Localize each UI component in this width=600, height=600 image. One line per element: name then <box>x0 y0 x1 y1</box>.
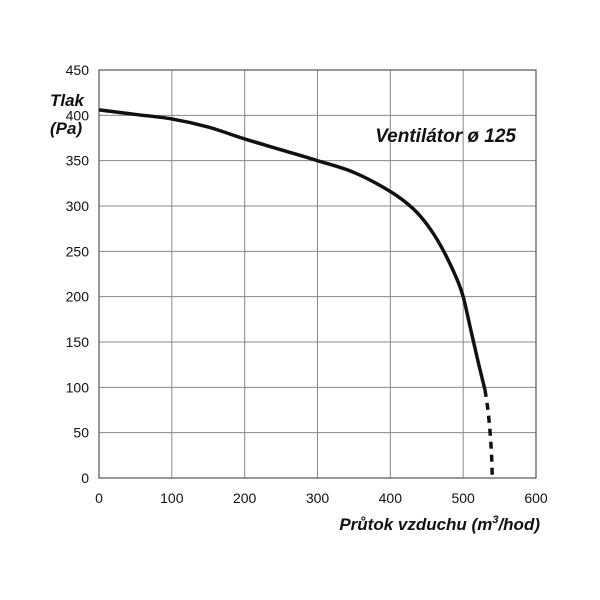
series <box>98 108 495 479</box>
y-tick-label: 450 <box>66 62 90 78</box>
y-tick-label: 150 <box>66 334 90 350</box>
chart-title: Ventilátor ø 125 <box>375 126 516 147</box>
tick-labels: 0 100 200 300 400 500 600 0 50 100 150 200 250 300 350… <box>66 62 548 506</box>
y-tick-label: 200 <box>66 289 90 305</box>
x-tick-label: 100 <box>160 490 184 506</box>
y-tick-label: 400 <box>66 107 90 123</box>
y-axis-title-line2: (Pa) <box>50 119 82 138</box>
y-tick-label: 250 <box>66 243 90 259</box>
x-tick-label: 300 <box>306 490 330 506</box>
x-axis-title: Průtok vzduchu (m3/hod) <box>339 514 540 534</box>
x-axis-title-end: /hod) <box>497 515 540 534</box>
y-tick-label: 0 <box>81 470 89 486</box>
x-tick-label: 200 <box>233 490 257 506</box>
x-axis-title-main: Průtok vzduchu (m <box>339 515 492 534</box>
y-tick-label: 300 <box>66 198 90 214</box>
y-axis-title-line1: Tlak <box>50 91 86 110</box>
y-tick-label: 100 <box>66 379 90 395</box>
x-tick-label: 400 <box>379 490 403 506</box>
x-tick-label: 600 <box>524 490 548 506</box>
fan-curve-extrapolated-line <box>483 389 495 479</box>
fan-curve-line <box>98 108 487 391</box>
x-tick-label: 0 <box>95 490 103 506</box>
y-tick-label: 50 <box>73 425 89 441</box>
y-tick-label: 350 <box>66 153 90 169</box>
plot-frame <box>98 69 537 479</box>
x-tick-label: 500 <box>451 490 475 506</box>
grid <box>98 69 537 479</box>
x-axis-title-superscript: 3 <box>492 514 498 526</box>
